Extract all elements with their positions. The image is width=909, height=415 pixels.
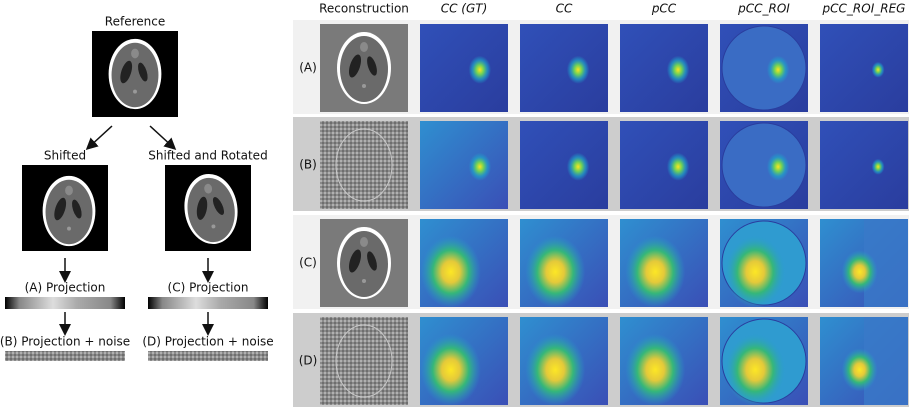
peak [725,334,785,406]
peak [767,56,789,84]
roi [722,123,806,207]
column-header: pCC_ROI_REG [822,2,906,16]
reconstruction [320,317,408,405]
heatmap [420,121,508,209]
peak [872,62,885,78]
label: (D) Projection + noise [142,335,273,349]
row-label: (C) [299,256,317,270]
roi [722,26,806,110]
heatmap [820,24,908,112]
peak [421,236,481,308]
row-label: (D) [299,354,318,368]
peak [667,153,689,181]
heatmap [420,24,508,112]
results-grid: Reconstruction CC (GT) CC pCC pCC_ROI pCC_ROI… [293,2,909,408]
peak [567,153,589,181]
column-header: CC (GT) [441,2,488,16]
label: Shifted [44,149,86,163]
row-label: (A) [299,61,317,75]
label: Shifted and Rotated [148,149,267,163]
reconstruction [320,121,408,209]
peak [525,334,585,406]
peak [625,236,685,308]
figure: Reference Shifted Shifted and Rotated (A… [0,0,909,415]
column-header: CC [556,2,573,16]
heatmap [620,121,708,209]
peak [767,153,789,181]
phantom [337,227,391,299]
projection [148,351,268,361]
heatmap [520,24,608,112]
projection [5,297,125,309]
label: (A) Projection [25,281,106,295]
projection [148,297,268,309]
peak [567,56,589,84]
peak [842,250,878,293]
peak [421,334,481,406]
projection [5,351,125,361]
phantom [337,32,391,104]
heatmap [620,24,708,112]
peak [525,236,585,308]
column-header: Reconstruction [319,2,409,16]
row-label: (B) [299,158,317,172]
peak [469,56,491,84]
column-header: pCC_ROI [737,2,790,16]
peak [872,159,885,175]
label: Reference [105,15,165,29]
heatmap [820,121,908,209]
column-header: pCC [651,2,677,16]
peak [625,334,685,406]
label: (C) Projection [168,281,249,295]
heatmap [520,121,608,209]
peak [469,153,491,181]
peak [725,236,785,308]
label: (B) Projection + noise [0,335,130,349]
peak [842,348,878,391]
peak [667,56,689,84]
